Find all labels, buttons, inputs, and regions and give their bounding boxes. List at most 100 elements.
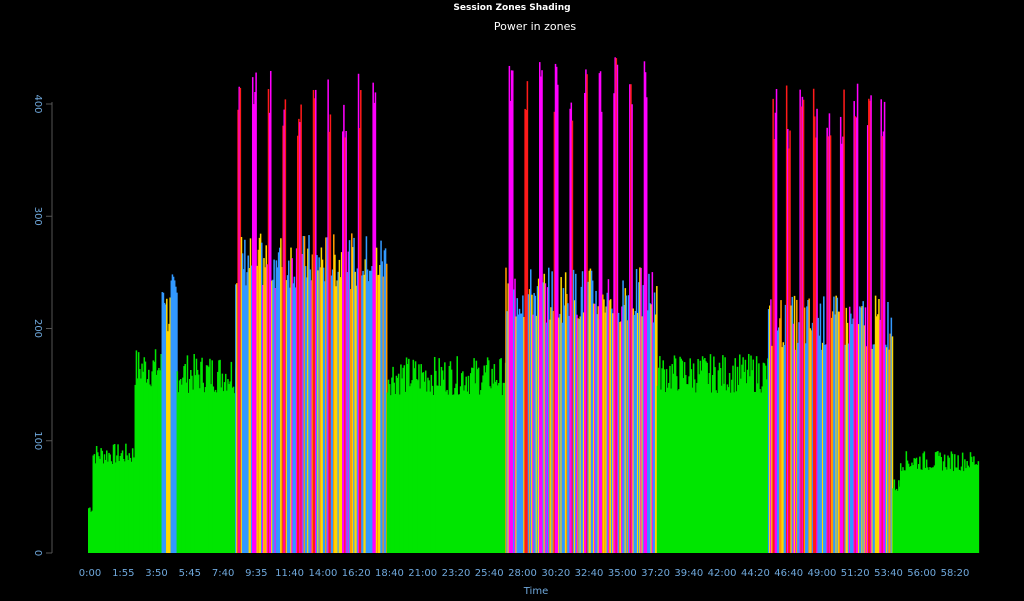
power-bar [184, 364, 186, 553]
power-bar [351, 233, 353, 553]
power-bar [587, 281, 589, 553]
power-bar [179, 379, 182, 553]
power-bar [482, 375, 484, 553]
power-bar [99, 458, 101, 553]
power-bar [696, 382, 698, 553]
power-bar [430, 374, 433, 553]
power-bar [608, 300, 611, 553]
power-bar [842, 136, 844, 553]
power-bar [455, 383, 457, 553]
power-bar [896, 490, 899, 553]
power-bar [767, 309, 770, 553]
power-bar [665, 369, 668, 553]
power-bar [812, 88, 815, 553]
power-bar [690, 369, 693, 553]
power-bar [280, 238, 282, 553]
power-bar [454, 388, 456, 553]
power-bar [604, 312, 606, 553]
power-bar [701, 356, 704, 553]
power-bar [417, 380, 419, 553]
power-bar [129, 457, 132, 553]
power-bar [887, 301, 889, 553]
power-bar [355, 285, 358, 553]
x-tick-label: 42:00 [708, 568, 737, 579]
x-tick-label: 46:40 [774, 568, 803, 579]
power-bar [345, 130, 347, 554]
power-bar [620, 321, 622, 553]
power-bar [666, 387, 669, 553]
power-bar [465, 376, 467, 553]
power-bar [119, 455, 122, 553]
power-bar [607, 279, 610, 553]
power-bar [641, 316, 643, 553]
power-bar [973, 456, 975, 553]
power-bar [262, 284, 264, 553]
power-bar [557, 84, 559, 554]
power-bar [649, 303, 651, 553]
power-bar [845, 307, 848, 553]
power-bar [325, 237, 327, 553]
power-bar [554, 63, 557, 554]
power-bar [758, 363, 760, 553]
power-bar [534, 295, 537, 553]
power-bar [320, 247, 323, 553]
power-bar [905, 451, 908, 553]
power-bar [545, 322, 548, 553]
power-bar [202, 382, 204, 553]
power-bar [116, 455, 118, 553]
power-bar [942, 461, 945, 553]
power-bar [697, 359, 699, 553]
x-tick-label: 21:00 [408, 568, 437, 579]
power-bar [962, 471, 965, 553]
power-bar [743, 371, 746, 553]
power-bar [315, 89, 317, 554]
power-bar [228, 384, 230, 553]
power-bar [958, 469, 961, 553]
power-bar [372, 82, 374, 554]
power-bar [528, 289, 531, 553]
power-bar [426, 391, 428, 553]
power-bar [495, 380, 498, 553]
power-bar [100, 448, 102, 553]
power-bar [558, 317, 560, 553]
power-bar [651, 272, 654, 553]
power-bar [600, 111, 603, 553]
power-bar [596, 314, 598, 553]
power-bar [468, 394, 471, 553]
power-bar [908, 466, 911, 553]
power-bar [98, 456, 100, 553]
power-bar [744, 359, 747, 553]
power-bar [477, 367, 480, 553]
power-bar [500, 358, 502, 553]
power-bar [919, 456, 921, 553]
power-bar [334, 254, 336, 554]
power-bar [868, 98, 870, 554]
power-bar [212, 386, 215, 553]
power-bar [422, 372, 425, 553]
power-bar [240, 237, 243, 553]
power-bar [640, 267, 642, 553]
power-bar [449, 361, 452, 553]
power-bar [597, 306, 600, 553]
power-bar [181, 384, 183, 553]
power-bar [365, 236, 368, 553]
power-bar [281, 267, 283, 553]
power-bar [791, 296, 794, 553]
power-bar [821, 342, 824, 553]
power-bar [445, 391, 447, 553]
power-bar [700, 370, 703, 553]
power-bar [438, 358, 440, 553]
power-bar [431, 385, 434, 553]
power-bar [272, 279, 274, 553]
power-bar [378, 274, 380, 553]
power-bar [308, 235, 310, 553]
power-bar [672, 373, 675, 553]
power-bar [251, 77, 254, 553]
power-bar [906, 460, 909, 553]
power-bar [775, 88, 778, 553]
power-bar [902, 467, 904, 553]
power-bar [90, 511, 92, 553]
x-tick-label: 30:20 [541, 568, 570, 579]
power-bar [391, 377, 393, 553]
y-tick-label: 400 [32, 94, 43, 113]
